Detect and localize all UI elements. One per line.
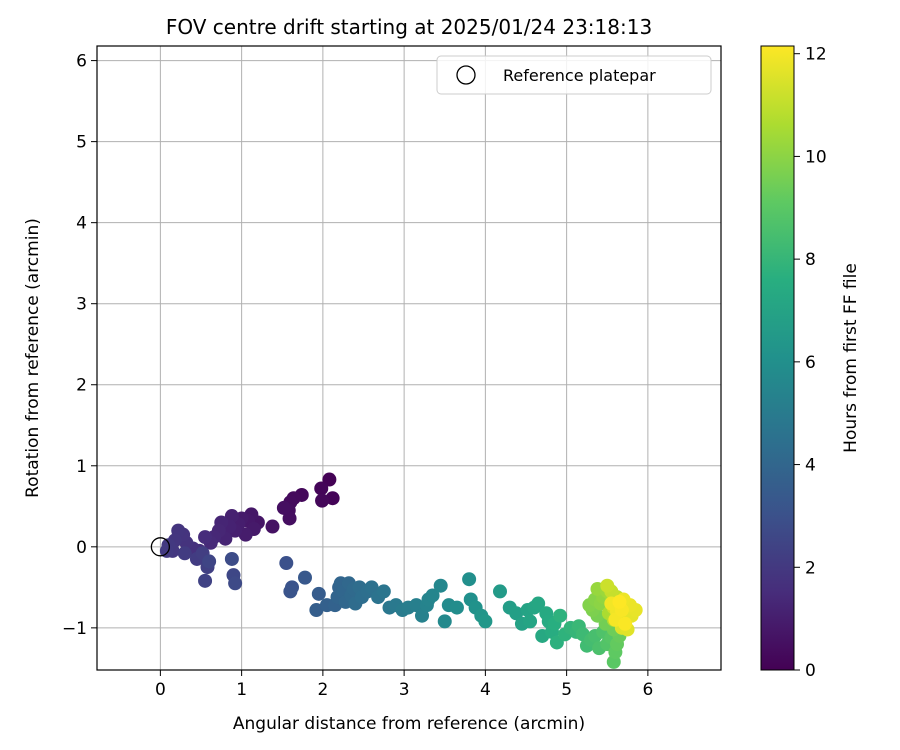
data-point bbox=[509, 606, 524, 621]
data-point bbox=[462, 572, 477, 587]
data-point bbox=[202, 554, 217, 569]
data-point bbox=[415, 608, 429, 623]
data-point bbox=[198, 573, 213, 588]
legend-marker-reference bbox=[456, 65, 476, 85]
data-point bbox=[612, 594, 627, 609]
colorbar-tick-label: 4 bbox=[805, 456, 816, 476]
data-point bbox=[618, 616, 633, 631]
data-point bbox=[376, 584, 391, 599]
y-tick-label: 4 bbox=[76, 214, 87, 234]
y-tick-label: 2 bbox=[76, 376, 87, 396]
y-tick-label: 6 bbox=[76, 52, 87, 72]
data-point bbox=[493, 584, 507, 599]
x-tick-label: 0 bbox=[155, 680, 166, 700]
x-tick-label: 3 bbox=[399, 680, 410, 700]
y-tick-label: 1 bbox=[76, 457, 87, 477]
data-point bbox=[600, 578, 615, 593]
data-point bbox=[437, 614, 452, 629]
data-point bbox=[276, 500, 291, 515]
colorbar-tick-label: 2 bbox=[805, 558, 816, 578]
y-axis-label: Rotation from reference (arcmin) bbox=[23, 218, 43, 498]
data-point bbox=[282, 511, 297, 526]
data-point bbox=[523, 614, 538, 629]
legend-box bbox=[436, 55, 712, 95]
data-point bbox=[228, 576, 243, 591]
data-point bbox=[238, 527, 253, 542]
colorbar: 0 2 4 6 8 10 12 Hours from first FF file bbox=[760, 45, 861, 681]
data-point bbox=[198, 530, 213, 545]
data-point bbox=[425, 588, 440, 603]
chart-title: FOV centre drift starting at 2025/01/24 … bbox=[166, 15, 652, 39]
data-point bbox=[322, 472, 337, 487]
legend-label-reference: Reference platepar bbox=[503, 66, 656, 85]
data-point bbox=[224, 509, 239, 524]
x-tick-label: 5 bbox=[561, 680, 572, 700]
y-tick-label: 0 bbox=[76, 538, 87, 558]
x-axis-label: Angular distance from reference (arcmin) bbox=[233, 714, 585, 734]
y-tick-label: −1 bbox=[62, 619, 87, 639]
colorbar-tick-label: 8 bbox=[805, 250, 816, 270]
colorbar-tick-label: 6 bbox=[805, 353, 816, 373]
y-tick-label: 3 bbox=[76, 295, 87, 315]
x-tick-label: 4 bbox=[480, 680, 491, 700]
colorbar-gradient bbox=[760, 45, 795, 671]
reference-platepar-marker bbox=[150, 537, 171, 557]
colorbar-tick-label: 10 bbox=[805, 147, 827, 167]
data-point bbox=[265, 519, 280, 534]
data-point bbox=[433, 578, 448, 593]
data-point bbox=[478, 614, 493, 629]
colorbar-label: Hours from first FF file bbox=[841, 263, 861, 453]
x-tick-label: 1 bbox=[236, 680, 247, 700]
data-point bbox=[325, 491, 340, 506]
data-point bbox=[224, 551, 239, 566]
data-point bbox=[449, 600, 464, 615]
data-point bbox=[553, 608, 568, 623]
data-point bbox=[279, 556, 294, 571]
y-tick-label: 5 bbox=[76, 133, 87, 153]
x-tick-label: 6 bbox=[642, 680, 653, 700]
plot-frame bbox=[96, 45, 722, 671]
x-tick-label: 2 bbox=[317, 680, 328, 700]
data-point bbox=[314, 481, 329, 496]
data-point bbox=[298, 570, 312, 585]
data-points bbox=[150, 472, 643, 669]
data-point bbox=[311, 586, 326, 601]
axis-ticks: 0 1 2 3 4 5 6 −1 0 1 2 3 4 5 6 bbox=[62, 52, 653, 700]
colorbar-tick-label: 0 bbox=[805, 661, 816, 681]
legend: Reference platepar bbox=[436, 55, 712, 95]
colorbar-tick-label: 12 bbox=[805, 45, 827, 65]
data-point bbox=[315, 493, 330, 508]
data-point bbox=[159, 543, 174, 558]
data-point bbox=[177, 546, 192, 561]
data-point bbox=[531, 596, 546, 611]
colorbar-ticks: 0 2 4 6 8 10 12 bbox=[794, 45, 827, 681]
data-point bbox=[309, 603, 324, 618]
data-point bbox=[283, 584, 298, 599]
data-point bbox=[409, 598, 424, 613]
